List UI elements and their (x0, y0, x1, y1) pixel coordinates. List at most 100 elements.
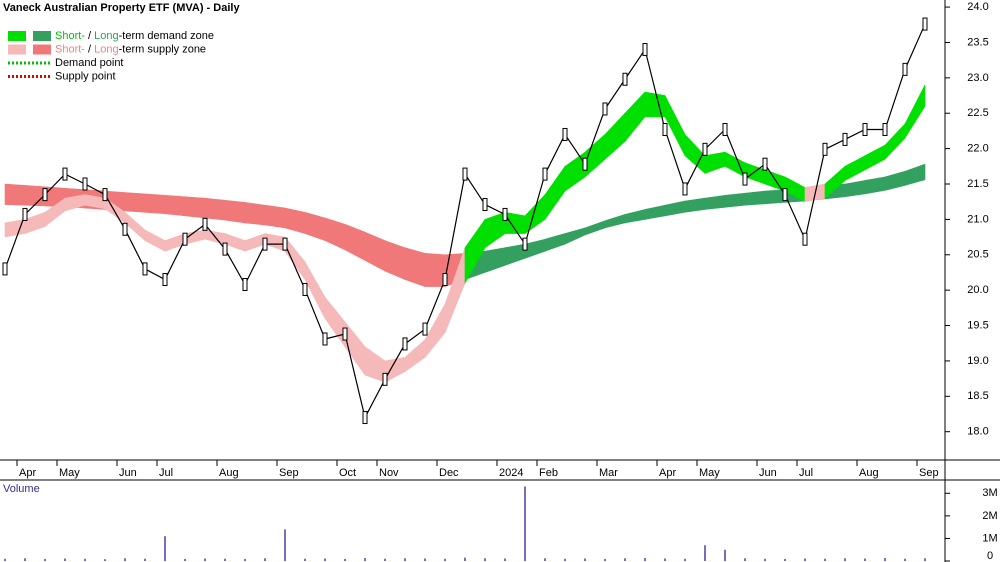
price-candle (282, 237, 288, 251)
price-candle (622, 72, 628, 86)
volume-bar (704, 545, 706, 561)
volume-bar (524, 486, 526, 561)
legend-text: Supply point (55, 70, 116, 82)
price-candle (22, 207, 28, 221)
y-tick-label: 18.0 (967, 426, 988, 438)
zone-band (904, 84, 926, 140)
volume-bar (204, 558, 206, 561)
price-candle (922, 17, 928, 31)
y-tick-label: 23.0 (967, 72, 988, 84)
chart-title: Vaneck Australian Property ETF (MVA) - D… (3, 2, 240, 14)
legend-text: Demand point (55, 57, 124, 69)
price-candle (862, 123, 868, 137)
volume-bar (404, 558, 406, 561)
volume-bar (344, 558, 346, 561)
zone-band (904, 163, 926, 186)
volume-bar (384, 558, 386, 561)
x-tick-label: May (699, 467, 720, 479)
volume-bar (484, 558, 486, 561)
legend-text: Long (94, 43, 118, 55)
y-tick-label: 1M (982, 532, 997, 544)
price-candle (182, 232, 188, 246)
zone-band (24, 185, 46, 207)
volume-bar (544, 558, 546, 561)
volume-bar (64, 558, 66, 561)
price-candle (682, 182, 688, 196)
price-candle (222, 242, 228, 256)
legend-label: Short- / Long-term supply zone (55, 43, 206, 55)
y-tick-label: 20.0 (967, 284, 988, 296)
volume-bar (904, 558, 906, 561)
zone-band (684, 197, 706, 213)
legend-text: / (85, 43, 94, 55)
price-candle (662, 123, 668, 137)
y-tick-label: 19.0 (967, 355, 988, 367)
x-tick-label: May (59, 467, 80, 479)
y-tick-label: 22.0 (967, 143, 988, 155)
y-tick-label: 3M (982, 487, 997, 499)
x-tick-label: Oct (339, 467, 356, 479)
x-tick-label: Apr (659, 467, 676, 479)
volume-bar (144, 558, 146, 561)
price-candle (162, 273, 168, 287)
zone-band (424, 253, 446, 287)
volume-bar (324, 558, 326, 561)
x-tick-label: Mar (599, 467, 618, 479)
price-candle (382, 372, 388, 386)
x-tick-label: Jun (119, 467, 137, 479)
volume-bar (424, 558, 426, 561)
volume-bar (724, 549, 726, 561)
zone-band (144, 193, 166, 215)
volume-bar (4, 558, 6, 561)
price-candle (362, 411, 368, 425)
price-candle (402, 337, 408, 351)
price-candle (302, 282, 308, 296)
price-candle (802, 232, 808, 246)
x-tick-label: Feb (539, 467, 558, 479)
price-candle (242, 277, 248, 291)
price-candle (642, 43, 648, 57)
price-candle (502, 207, 508, 221)
zones (4, 84, 926, 383)
price-candle (102, 188, 108, 202)
marks (2, 17, 928, 561)
price-candle (582, 157, 588, 171)
volume-bar (284, 529, 286, 561)
legend-label: Demand point (55, 57, 124, 69)
volume-bar (684, 558, 686, 561)
x-tick-label: Jul (799, 467, 813, 479)
volume-bar (104, 559, 106, 561)
legend-text: Long (94, 30, 118, 42)
volume-bar (924, 558, 926, 561)
legend-text: Short- (55, 43, 85, 55)
y-tick-label: 21.5 (967, 178, 988, 190)
price-candle (882, 123, 888, 137)
volume-bar (264, 558, 266, 561)
price-candle (142, 262, 148, 276)
y-tick-label: 21.0 (967, 213, 988, 225)
y-tick-label: 2M (982, 510, 997, 522)
price-candle (342, 327, 348, 341)
price-candle (462, 167, 468, 181)
zone-band (264, 204, 286, 229)
zone-band (724, 192, 746, 208)
x-tick-label: Apr (19, 467, 36, 479)
volume-bar (244, 558, 246, 561)
y-tick-label: 23.5 (967, 36, 988, 48)
price-candle (122, 222, 128, 236)
legend-label: Supply point (55, 70, 116, 82)
price-candle (82, 177, 88, 191)
legend-swatch (8, 44, 26, 55)
legend-text: / (85, 30, 94, 42)
price-candle (562, 127, 568, 141)
zone-band (244, 202, 266, 226)
price-candle (62, 167, 68, 181)
price-candle (842, 132, 848, 146)
price-candle (602, 102, 608, 116)
volume-bar (824, 558, 826, 561)
price-candle (322, 332, 328, 346)
price-candle (742, 172, 748, 186)
price-candle (782, 188, 788, 202)
legend-text: Short- (55, 30, 85, 42)
price-candle (482, 198, 488, 212)
